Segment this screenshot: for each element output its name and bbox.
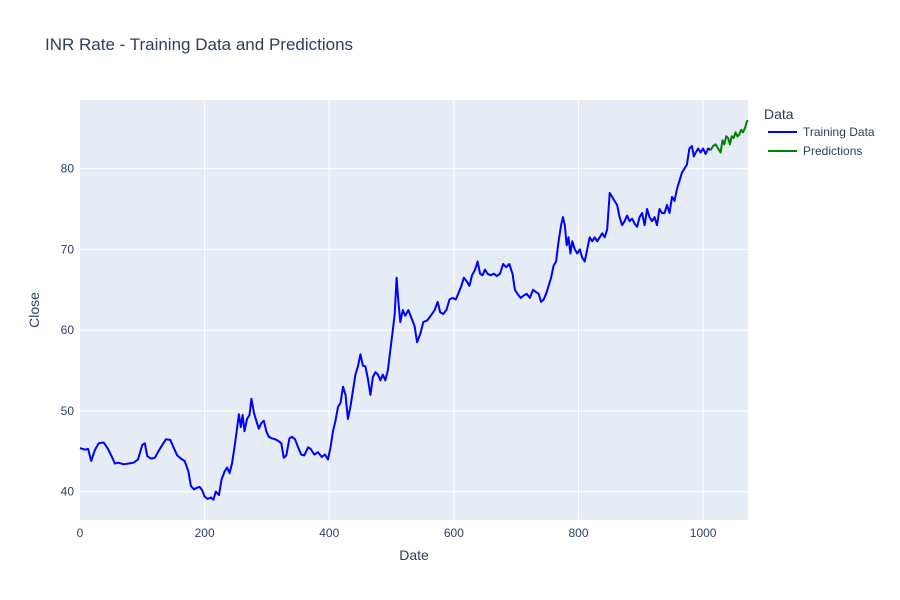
y-axis-title: Close (26, 292, 42, 328)
y-tick-label: 50 (61, 404, 75, 418)
legend-label: Predictions (803, 144, 862, 158)
series-lines (79, 119, 749, 501)
chart-title: INR Rate - Training Data and Predictions (45, 35, 353, 54)
x-axis-title: Date (399, 547, 429, 563)
legend-label: Training Data (803, 125, 875, 139)
series-line-predictions[interactable] (709, 119, 749, 154)
legend-title: Data (764, 106, 794, 122)
y-tick-label: 60 (61, 323, 75, 337)
tick-labels: 0 200 400 600 800 1000 40 50 60 70 80 (61, 162, 717, 540)
y-tick-label: 40 (61, 485, 75, 499)
x-tick-label: 0 (77, 526, 84, 540)
x-tick-label: 200 (195, 526, 215, 540)
legend: Data Training Data Predictions (764, 106, 875, 158)
plot-area[interactable] (80, 100, 748, 520)
legend-item-training-data[interactable]: Training Data (768, 125, 875, 139)
legend-item-predictions[interactable]: Predictions (768, 144, 862, 158)
grid-lines (80, 100, 748, 520)
y-tick-label: 80 (61, 162, 75, 176)
x-tick-label: 400 (319, 526, 339, 540)
x-tick-label: 1000 (690, 526, 717, 540)
x-tick-label: 800 (568, 526, 588, 540)
series-line-training-data[interactable] (79, 145, 712, 501)
y-tick-label: 70 (61, 242, 75, 256)
x-tick-label: 600 (444, 526, 464, 540)
